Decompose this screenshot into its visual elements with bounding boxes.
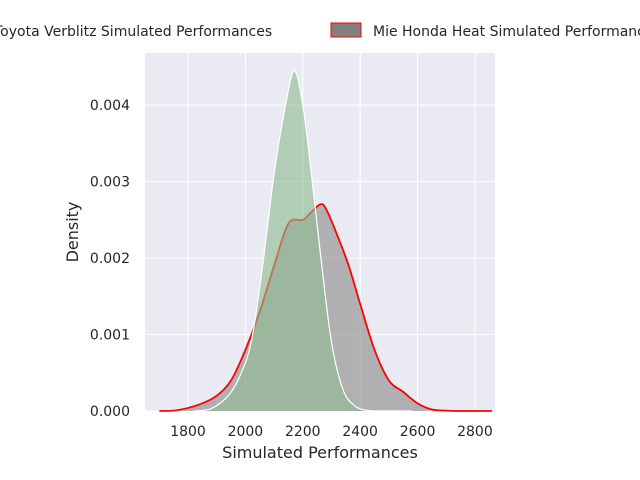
- density-area-toyota: [193, 70, 412, 411]
- legend: Toyota Verblitz Simulated Performances M…: [0, 22, 640, 40]
- y-axis: 0.000 0.001 0.002 0.003 0.004: [90, 98, 130, 420]
- x-tick-label: 2400: [342, 424, 378, 440]
- legend-swatch-mie: [330, 22, 362, 38]
- x-tick-label: 2200: [285, 424, 321, 440]
- x-tick-label: 2000: [228, 424, 264, 440]
- x-axis-label: Simulated Performances: [222, 443, 418, 462]
- x-axis: 1800 2000 2200 2400 2600 2800: [170, 424, 493, 440]
- density-line-mie: [159, 203, 493, 412]
- x-tick-label: 2800: [457, 424, 493, 440]
- y-tick-label: 0.004: [90, 98, 130, 114]
- y-tick-label: 0.001: [90, 328, 130, 344]
- y-tick-label: 0.002: [90, 251, 130, 267]
- x-tick-label: 1800: [170, 424, 206, 440]
- legend-label-mie: Mie Honda Heat Simulated Performances: [373, 24, 640, 40]
- y-tick-label: 0.003: [90, 175, 130, 191]
- y-tick-label: 0.000: [90, 404, 130, 420]
- density-line-toyota: [193, 69, 412, 412]
- y-axis-label: Density: [63, 202, 82, 263]
- legend-label-toyota: Toyota Verblitz Simulated Performances: [0, 24, 272, 40]
- x-tick-label: 2600: [400, 424, 436, 440]
- series-layer: [159, 69, 493, 412]
